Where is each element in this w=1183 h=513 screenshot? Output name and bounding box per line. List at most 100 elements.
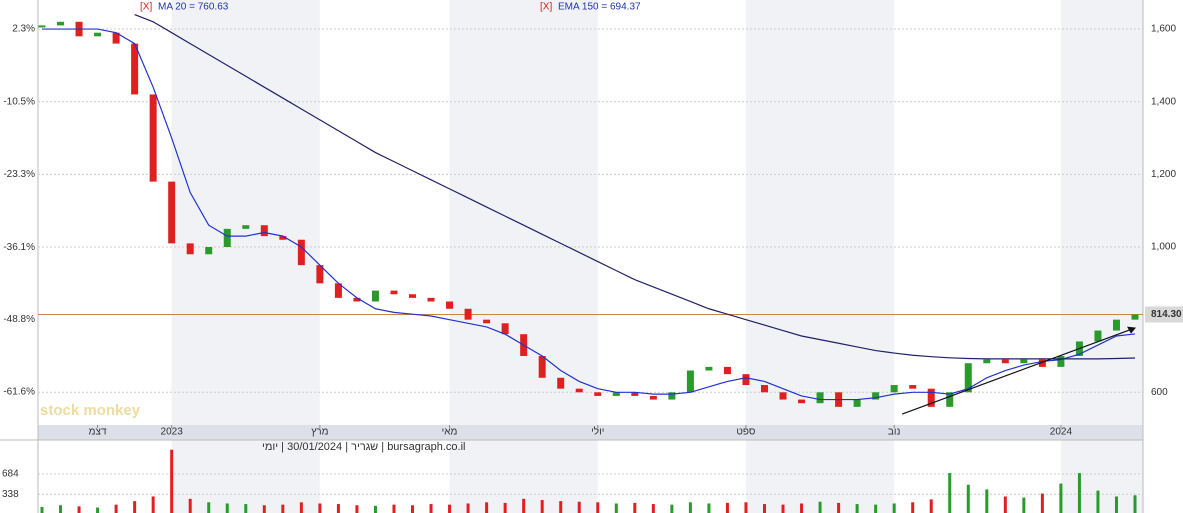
volume-bar bbox=[818, 501, 822, 513]
candle bbox=[909, 385, 917, 389]
volume-bar bbox=[688, 502, 692, 513]
y2-tick-label: 2.3% bbox=[12, 24, 35, 35]
candle bbox=[1057, 355, 1065, 367]
volume-bar bbox=[262, 505, 266, 513]
trendline bbox=[901, 328, 1134, 415]
candle bbox=[723, 366, 731, 375]
candle bbox=[686, 370, 694, 393]
x-tick-label: 2023 bbox=[161, 427, 184, 438]
candle bbox=[464, 308, 472, 320]
volume-bar bbox=[1022, 497, 1026, 513]
volume-bar bbox=[633, 502, 637, 513]
volume-bar bbox=[411, 505, 415, 513]
candle bbox=[1038, 359, 1046, 367]
volume-bar bbox=[299, 502, 303, 513]
candle bbox=[38, 25, 46, 28]
candle bbox=[798, 399, 806, 404]
ma-line bbox=[134, 13, 1136, 360]
volume-bar bbox=[744, 502, 748, 513]
volume-bar bbox=[225, 503, 229, 513]
volume-bar bbox=[244, 504, 248, 513]
x-tick-label: יולי bbox=[591, 426, 604, 438]
volume-bar bbox=[355, 505, 359, 513]
candle bbox=[946, 392, 954, 407]
candle bbox=[279, 236, 287, 240]
volume-bar bbox=[855, 504, 859, 513]
y2-tick-label: -23.3% bbox=[3, 169, 35, 180]
candle bbox=[853, 399, 861, 407]
volume-bar bbox=[670, 504, 674, 513]
legend-label: EMA 150 = 694.37 bbox=[558, 2, 641, 13]
y2-tick-label: -48.8% bbox=[3, 314, 35, 325]
volume-bar bbox=[522, 498, 526, 513]
volume-bar bbox=[1059, 483, 1063, 513]
volume-bar bbox=[207, 502, 211, 513]
volume-bar bbox=[966, 484, 970, 513]
candle bbox=[483, 319, 491, 324]
volume-bar bbox=[373, 505, 377, 513]
x-tick-label: 2024 bbox=[1050, 427, 1073, 438]
volume-bar bbox=[392, 504, 396, 513]
volume-bar bbox=[892, 503, 896, 513]
ma-line bbox=[42, 28, 1136, 401]
volume-bar bbox=[725, 502, 729, 513]
volume-bar bbox=[503, 502, 507, 513]
candle bbox=[390, 290, 398, 295]
candle bbox=[538, 355, 546, 378]
volume-bar bbox=[985, 489, 989, 513]
candle bbox=[371, 290, 379, 302]
candle bbox=[872, 392, 880, 400]
volume-bar bbox=[170, 449, 174, 513]
candle bbox=[131, 43, 139, 95]
volume-bar bbox=[596, 502, 600, 513]
candle bbox=[1020, 359, 1028, 364]
candle bbox=[446, 301, 454, 309]
candle bbox=[649, 395, 657, 400]
candle bbox=[816, 392, 824, 404]
legend-label: MA 20 = 760.63 bbox=[158, 2, 229, 13]
candle bbox=[760, 385, 768, 393]
candle bbox=[1094, 330, 1102, 342]
candle bbox=[575, 388, 583, 393]
candle bbox=[1131, 314, 1139, 320]
volume-bar bbox=[114, 504, 118, 513]
volume-bar bbox=[559, 501, 563, 513]
candle bbox=[316, 265, 324, 284]
x-tick-label: מאי bbox=[442, 427, 458, 438]
candle bbox=[983, 359, 991, 364]
volume-bar bbox=[1096, 490, 1100, 513]
legend-marker: [X] bbox=[540, 2, 552, 13]
volume-bar bbox=[948, 473, 952, 513]
y-tick-label: 1,200 bbox=[1151, 169, 1176, 180]
y2-tick-label: -61.6% bbox=[3, 387, 35, 398]
candle bbox=[297, 239, 305, 266]
volume-bar bbox=[651, 504, 655, 513]
x-tick-label: מרץ bbox=[311, 427, 328, 438]
volume-bar bbox=[1040, 493, 1044, 513]
candle bbox=[112, 32, 120, 44]
volume-bar bbox=[466, 503, 470, 513]
volume-bar bbox=[151, 496, 155, 513]
volume-bar bbox=[429, 504, 433, 513]
volume-bar bbox=[837, 502, 841, 513]
volume-bar bbox=[577, 501, 581, 513]
volume-bar bbox=[614, 503, 618, 513]
y-tick-label: 1,600 bbox=[1151, 24, 1176, 35]
candle bbox=[409, 294, 417, 298]
volume-tick-label: 338 bbox=[2, 489, 19, 500]
candle bbox=[927, 388, 935, 407]
candle bbox=[1001, 359, 1009, 364]
volume-bar bbox=[188, 498, 192, 513]
candle bbox=[353, 297, 361, 302]
volume-bar bbox=[929, 499, 933, 513]
candle bbox=[501, 323, 509, 335]
y-tick-label: 1,000 bbox=[1151, 242, 1176, 253]
volume-bar bbox=[707, 503, 711, 513]
volume-bar bbox=[1114, 496, 1118, 513]
volume-bar bbox=[1133, 495, 1137, 513]
volume-bar bbox=[762, 504, 766, 513]
candle bbox=[94, 32, 102, 37]
candle bbox=[742, 374, 750, 386]
x-tick-label: נוב bbox=[888, 427, 901, 438]
volume-bar bbox=[781, 504, 785, 513]
